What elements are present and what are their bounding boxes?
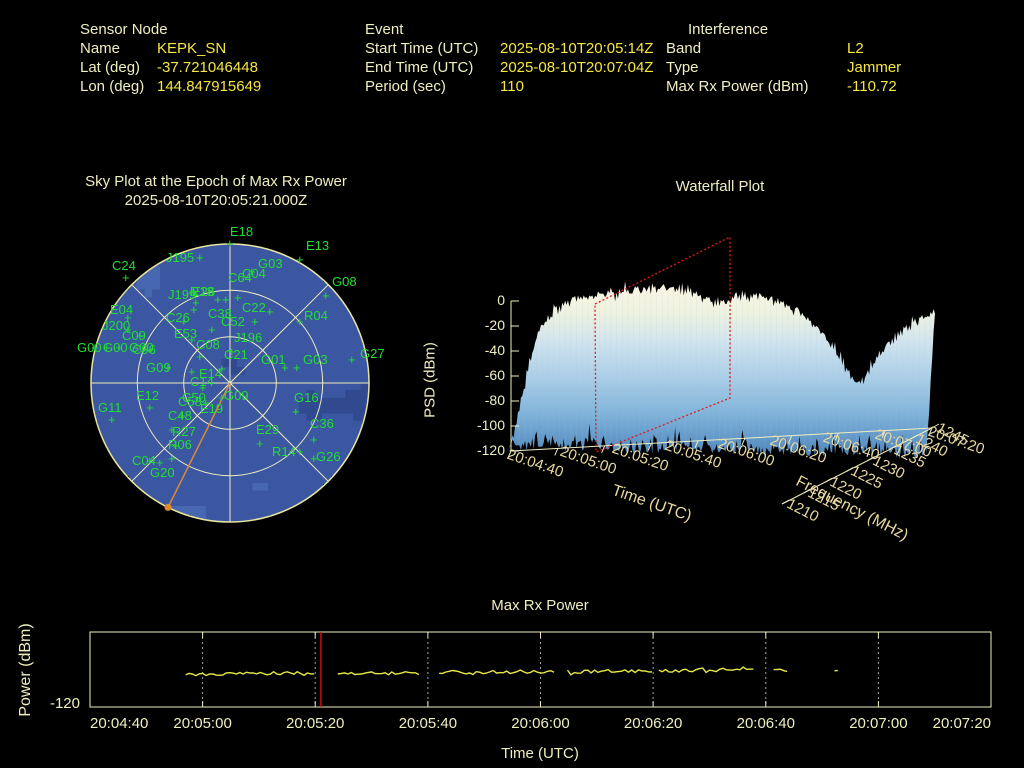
svg-text:C24: C24 <box>112 258 136 273</box>
svg-text:+: + <box>146 342 154 357</box>
svg-text:+: + <box>214 292 222 307</box>
svg-text:G08: G08 <box>332 274 357 289</box>
svg-text:+: + <box>146 400 154 415</box>
svg-text:G27: G27 <box>360 346 385 361</box>
svg-text:+: + <box>115 340 123 355</box>
svg-text:G00: G00 <box>129 340 154 355</box>
svg-text:G00: G00 <box>103 340 128 355</box>
svg-text:+: + <box>222 292 230 307</box>
svg-text:C52: C52 <box>221 314 245 329</box>
svg-text:+: + <box>124 310 132 325</box>
svg-text:E26: E26 <box>192 284 215 299</box>
svg-text:+: + <box>124 322 132 337</box>
svg-text:+: + <box>348 352 356 367</box>
svg-text:R04: R04 <box>304 308 328 323</box>
svg-text:+: + <box>136 328 144 343</box>
svg-text:+: + <box>296 314 304 329</box>
svg-text:+: + <box>310 432 318 447</box>
svg-text:+: + <box>218 390 226 405</box>
svg-text:E53: E53 <box>174 326 197 341</box>
svg-text:+: + <box>248 264 256 279</box>
svg-text:+: + <box>168 422 176 437</box>
svg-text:C04: C04 <box>132 453 156 468</box>
svg-text:+: + <box>196 250 204 265</box>
svg-text:G09: G09 <box>224 388 249 403</box>
svg-text:C64: C64 <box>228 270 252 285</box>
svg-text:C14: C14 <box>190 374 214 389</box>
svg-text:+: + <box>296 252 304 267</box>
svg-text:+: + <box>296 444 304 459</box>
svg-text:+: + <box>91 340 99 355</box>
svg-text:+: + <box>180 314 188 329</box>
svg-text:G03: G03 <box>258 256 283 271</box>
svg-text:C21: C21 <box>224 347 248 362</box>
svg-text:C09: C09 <box>122 328 146 343</box>
svg-text:+: + <box>172 438 180 453</box>
svg-text:+: + <box>192 295 200 310</box>
svg-text:G00: G00 <box>77 340 102 355</box>
svg-text:+: + <box>190 302 198 317</box>
svg-text:C48: C48 <box>168 408 192 423</box>
svg-text:+: + <box>108 412 116 427</box>
svg-text:J196: J196 <box>234 330 262 345</box>
svg-text:C26: C26 <box>166 310 190 325</box>
svg-text:+: + <box>199 380 207 395</box>
svg-text:E13: E13 <box>306 238 329 253</box>
svg-text:J195: J195 <box>166 250 194 265</box>
svg-text:E04: E04 <box>110 302 133 317</box>
svg-text:+: + <box>208 322 216 337</box>
svg-text:+: + <box>281 360 289 375</box>
svg-text:C04: C04 <box>242 266 266 281</box>
svg-text:+: + <box>122 270 130 285</box>
svg-text:+: + <box>156 455 164 470</box>
svg-text:C22: C22 <box>242 300 266 315</box>
svg-text:+: + <box>226 236 234 251</box>
svg-text:+: + <box>188 364 196 379</box>
svg-text:+: + <box>228 344 236 359</box>
svg-text:C50: C50 <box>182 390 206 405</box>
svg-text:E29: E29 <box>256 422 279 437</box>
svg-text:C36: C36 <box>310 416 334 431</box>
svg-text:G26: G26 <box>316 449 341 464</box>
svg-text:E12: E12 <box>136 388 159 403</box>
svg-text:+: + <box>202 395 210 410</box>
svg-text:+: + <box>310 451 318 466</box>
svg-text:R14: R14 <box>272 444 296 459</box>
svg-text:C96: C96 <box>132 342 156 357</box>
svg-text:+: + <box>196 349 204 364</box>
svg-text:G16: G16 <box>294 390 319 405</box>
svg-text:+: + <box>168 451 176 466</box>
svg-text:+: + <box>256 436 264 451</box>
svg-text:C08: C08 <box>196 337 220 352</box>
svg-text:E14: E14 <box>199 366 222 381</box>
svg-text:E19: E19 <box>200 401 223 416</box>
svg-text:+: + <box>322 288 330 303</box>
svg-text:G20: G20 <box>150 465 175 480</box>
svg-text:+: + <box>293 360 301 375</box>
svg-text:G03: G03 <box>303 352 328 367</box>
svg-text:+: + <box>188 332 196 347</box>
svg-text:+: + <box>234 290 242 305</box>
svg-text:+: + <box>218 361 226 376</box>
svg-text:+: + <box>164 360 172 375</box>
svg-text:+: + <box>178 408 186 423</box>
svg-text:+: + <box>266 304 274 319</box>
svg-text:+: + <box>292 404 300 419</box>
svg-text:+: + <box>251 314 259 329</box>
svg-text:G11: G11 <box>98 400 122 415</box>
svg-text:R06: R06 <box>168 437 192 452</box>
svg-text:C38: C38 <box>208 306 232 321</box>
svg-text:+: + <box>103 340 111 355</box>
svg-text:J200: J200 <box>102 318 130 333</box>
svg-text:C58: C58 <box>178 394 202 409</box>
svg-text:+: + <box>146 453 154 468</box>
svg-text:R18: R18 <box>190 284 214 299</box>
svg-text:+: + <box>196 390 204 405</box>
svg-text:R27: R27 <box>172 424 196 439</box>
svg-text:G09: G09 <box>146 360 171 375</box>
svg-text:G01: G01 <box>261 352 286 367</box>
svg-text:J199: J199 <box>168 287 196 302</box>
svg-text:E18: E18 <box>230 224 253 239</box>
